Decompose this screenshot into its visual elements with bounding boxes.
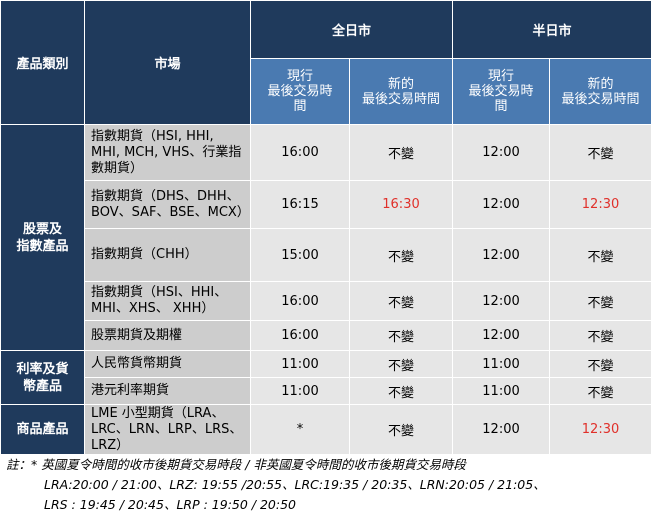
table-row: 指數期貨（HSI、HHI、MHI、XHS、 XHH） 16:00 不變 12:0…: [1, 281, 651, 321]
half-current-cell: 12:00: [452, 281, 551, 321]
full-current-cell: 15:00: [250, 228, 350, 282]
market-cell: 指數期貨（CHH）: [84, 228, 251, 282]
category-line: 指數產品: [16, 238, 69, 254]
header-half-new: 新的 最後交易時間: [549, 58, 651, 125]
header-line: 最後交易時: [468, 84, 534, 99]
table-row: 利率及貨 幣產品 人民幣貨幣期貨 11:00 不變 11:00 不變: [0, 350, 651, 405]
market-cell: LME 小型期貨（LRA、LRC、LRN、LRP、LRS、LRZ）: [84, 404, 251, 455]
market-cell: 指數期貨（HSI, HHI, MHI, MCH, VHS、行業指數期貨）: [84, 124, 251, 181]
half-current-cell: 12:00: [452, 180, 551, 229]
header-category: 產品類別: [0, 0, 85, 125]
category-equity: 股票及 指數產品: [0, 124, 85, 351]
header-line: 現行: [488, 69, 515, 84]
table-row: 股票及 指數產品 指數期貨（HSI, HHI, MHI, MCH, VHS、行業…: [0, 124, 651, 351]
table-row: 商品產品 LME 小型期貨（LRA、LRC、LRN、LRP、LRS、LRZ） *…: [0, 404, 651, 455]
header-line: 現行: [286, 69, 313, 84]
full-new-cell: 不變: [348, 281, 454, 321]
table-row: 指數期貨（DHS、DHH、BOV、SAF、BSE、MCX） 16:15 16:3…: [1, 180, 651, 229]
header-market: 市場: [84, 0, 251, 125]
header-line: 間: [293, 99, 307, 114]
header-line: 最後交易時: [267, 84, 333, 99]
market-cell: 人民幣貨幣期貨: [84, 350, 251, 378]
half-new-cell: 12:30: [549, 180, 651, 229]
market-cell: 指數期貨（HSI、HHI、MHI、XHS、 XHH）: [84, 281, 251, 321]
header-full-day: 全日市: [249, 0, 454, 59]
header-half-day: 半日市: [452, 0, 651, 59]
footnote: 註：* 英國夏令時間的收市後期貨交易時段 / 非英國夏令時間的收市後期貨交易時段…: [6, 455, 646, 515]
half-current-cell: 12:00: [452, 228, 551, 282]
category-line: 幣產品: [22, 378, 62, 394]
header-line: 最後交易時間: [362, 91, 441, 107]
market-cell: 港元利率期貨: [84, 377, 251, 405]
table-row: 港元利率期貨 11:00 不變 11:00 不變: [1, 377, 651, 405]
header-full-current: 現行 最後交易時 間: [250, 58, 350, 125]
full-current-cell: 16:00: [250, 320, 350, 351]
market-cell: 股票期貨及期權: [84, 320, 251, 351]
category-line: 股票及: [22, 221, 62, 237]
table-row: 指數期貨（CHH） 15:00 不變 12:00 不變: [1, 228, 651, 282]
full-current-cell: 11:00: [250, 377, 350, 405]
full-current-cell: 16:15: [250, 180, 350, 229]
full-new-cell: 不變: [348, 124, 454, 181]
half-current-cell: 12:00: [452, 320, 551, 351]
table-row: 股票期貨及期權 16:00 不變 12:00 不變: [1, 320, 651, 351]
half-new-cell: 不變: [549, 124, 651, 181]
category-rates: 利率及貨 幣產品: [0, 350, 85, 405]
full-new-cell: 不變: [348, 377, 454, 405]
footnote-line: LRS : 19:45 / 20:45、LRP : 19:50 / 20:50: [44, 497, 296, 512]
half-current-cell: 11:00: [452, 377, 551, 405]
full-new-cell: 不變: [348, 350, 454, 378]
full-current-cell: 16:00: [250, 124, 350, 181]
full-new-cell: 不變: [348, 404, 454, 455]
half-new-cell: 不變: [549, 281, 651, 321]
trading-hours-table: 產品類別 市場 全日市 半日市 現行 最後交易時 間 新的 最後交易時間 現行 …: [0, 0, 651, 455]
half-new-cell: 12:30: [549, 404, 651, 455]
category-line: 利率及貨: [16, 361, 69, 377]
half-new-cell: 不變: [549, 377, 651, 405]
half-new-cell: 不變: [549, 228, 651, 282]
half-current-cell: 11:00: [452, 350, 551, 378]
category-commodity: 商品產品: [0, 404, 85, 455]
full-new-cell: 16:30: [348, 180, 454, 229]
full-new-cell: 不變: [348, 228, 454, 282]
half-current-cell: 12:00: [452, 124, 551, 181]
header-line: 間: [494, 99, 508, 114]
full-new-cell: 不變: [348, 320, 454, 351]
full-current-cell: 11:00: [250, 350, 350, 378]
market-cell: 指數期貨（DHS、DHH、BOV、SAF、BSE、MCX）: [84, 180, 251, 229]
header-half-current: 現行 最後交易時 間: [452, 58, 551, 125]
footnote-line: LRA:20:00 / 21:00、LRZ: 19:55 /20:55、LRC:…: [44, 477, 546, 492]
half-new-cell: 不變: [549, 320, 651, 351]
header-line: 最後交易時間: [561, 91, 640, 107]
header-line: 新的: [587, 76, 614, 92]
footnote-line: 註：* 英國夏令時間的收市後期貨交易時段 / 非英國夏令時間的收市後期貨交易時段: [6, 457, 466, 472]
half-new-cell: 不變: [549, 350, 651, 378]
full-current-cell: *: [250, 404, 350, 455]
full-current-cell: 16:00: [250, 281, 350, 321]
header-full-new: 新的 最後交易時間: [348, 58, 454, 125]
half-current-cell: 12:00: [452, 404, 551, 455]
header-line: 新的: [388, 76, 415, 92]
